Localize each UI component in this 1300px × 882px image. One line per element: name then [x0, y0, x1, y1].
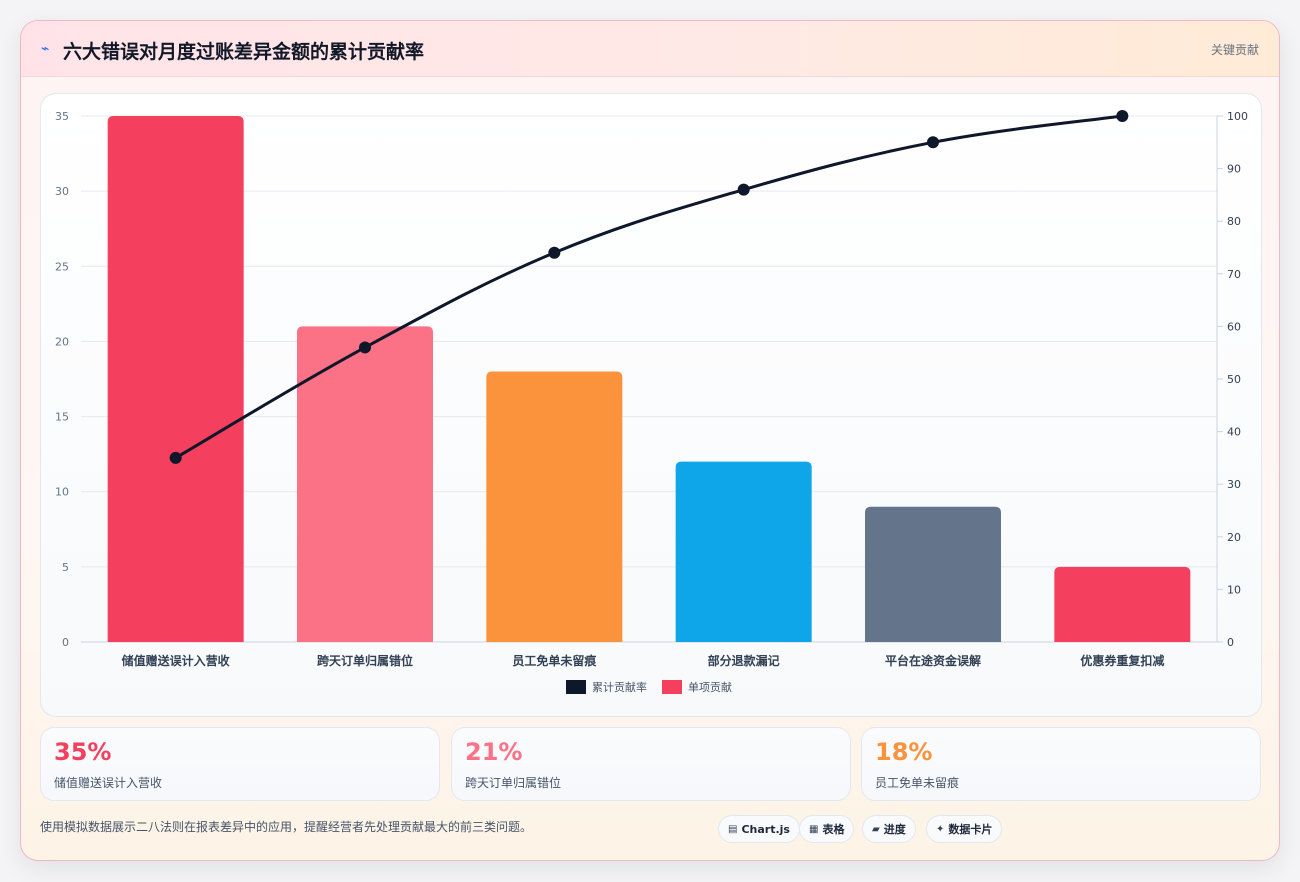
legend-swatch-cumulative: [566, 680, 586, 694]
pareto-chart: 0 5 10 15 20 25 30 35 0 10 20 30 40 50 60 70 80 90 100 储值赠送…: [40, 93, 1262, 717]
y-right-tick-label: 80: [1227, 215, 1241, 228]
cumulative-line: [174, 114, 1123, 460]
pill-cards[interactable]: ✦ 数据卡片: [926, 815, 1003, 843]
y-right-tick-label: 50: [1227, 373, 1241, 386]
y-left-tick-label: 10: [55, 486, 69, 499]
y-right-tick-label: 90: [1227, 163, 1241, 176]
pill-progress[interactable]: ▰ 进度: [862, 815, 916, 843]
stat-label: 员工免单未留痕: [875, 776, 960, 790]
cumulative-point-6: [1116, 110, 1129, 122]
header-tag: 关键贡献: [1210, 43, 1259, 57]
stat-card-2: 21% 跨天订单归属错位: [451, 727, 851, 801]
x-tick-label: 部分退款漏记: [708, 653, 780, 668]
table-icon: ▦: [809, 823, 819, 835]
pill-table[interactable]: ▦ 表格: [799, 815, 855, 843]
pill-label: 数据卡片: [948, 823, 993, 836]
y-left-tick-label: 0: [62, 636, 69, 649]
legend-label-single: 单项贡献: [688, 680, 732, 694]
y-right-tick-label: 40: [1227, 426, 1241, 439]
x-tick-label: 优惠券重复扣减: [1080, 653, 1164, 668]
pill-label: 进度: [883, 823, 906, 836]
bar-4: [675, 461, 812, 642]
cumulative-point-2: [359, 341, 371, 354]
chart-svg: 0 5 10 15 20 25 30 35 0 10 20 30 40 50 60 70 80 90 100 储值赠送…: [55, 110, 1248, 694]
progress-icon: ▰: [872, 823, 880, 835]
y-right-tick-label: 100: [1227, 110, 1248, 123]
card-header: ⌁ 六大错误对月度过账差异金额的累计贡献率 关键贡献: [21, 21, 1279, 77]
stat-value: 21%: [465, 738, 523, 766]
chart-icon: ▤: [728, 823, 738, 835]
page-title: 六大错误对月度过账差异金额的累计贡献率: [63, 41, 425, 63]
y-left-tick-label: 5: [62, 561, 69, 574]
y-right-tick-label: 0: [1227, 636, 1234, 649]
stat-card-1: 35% 储值赠送误计入营收: [40, 727, 440, 801]
stat-label: 储值赠送误计入营收: [54, 776, 163, 790]
cumulative-point-4: [737, 183, 750, 196]
x-tick-label: 跨天订单归属错位: [317, 653, 413, 668]
card-icon: ✦: [936, 823, 945, 835]
stat-card-3: 18% 员工免单未留痕: [861, 727, 1261, 801]
stat-label: 跨天订单归属错位: [465, 776, 562, 790]
y-left-tick-label: 20: [55, 335, 69, 348]
stat-value: 35%: [54, 738, 112, 766]
footer-note: 使用模拟数据展示二八法则在报表差异中的应用，提醒经营者先处理贡献最大的前三类问题…: [40, 820, 533, 834]
bar-1: [107, 116, 244, 642]
pill-label: 表格: [822, 823, 845, 836]
y-right-tick-label: 30: [1227, 478, 1241, 491]
y-right-tick-label: 70: [1227, 268, 1241, 281]
x-tick-label: 储值赠送误计入营收: [122, 653, 230, 668]
y-left-tick-label: 35: [55, 110, 69, 123]
y-right-tick-label: 20: [1227, 531, 1241, 544]
cumulative-point-1: [169, 451, 182, 464]
legend-swatch-single: [662, 680, 682, 694]
pill-label: Chart.js: [741, 822, 790, 836]
report-card: ⌁ 六大错误对月度过账差异金额的累计贡献率 关键贡献 0 5 10 15 20 25 30 3…: [20, 20, 1280, 861]
y-right-tick-label: 60: [1227, 320, 1241, 333]
x-tick-label: 员工免单未留痕: [512, 653, 597, 668]
y-left-tick-label: 30: [55, 185, 69, 198]
bar-5: [865, 506, 1001, 642]
bar-3: [486, 371, 623, 642]
bar-6: [1054, 566, 1191, 642]
y-left-tick-label: 25: [55, 260, 69, 273]
stat-value: 18%: [875, 738, 933, 766]
bar-2: [297, 326, 433, 642]
pill-chartjs[interactable]: ▤ Chart.js: [718, 815, 800, 843]
legend-label-cumulative: 累计贡献率: [592, 680, 647, 694]
cumulative-point-5: [927, 136, 939, 149]
y-left-tick-label: 15: [55, 411, 69, 424]
y-right-tick-label: 10: [1227, 583, 1241, 596]
cumulative-point-3: [548, 246, 561, 259]
lightning-icon: ⌁: [41, 41, 50, 57]
x-tick-label: 平台在途资金误解: [885, 653, 981, 668]
